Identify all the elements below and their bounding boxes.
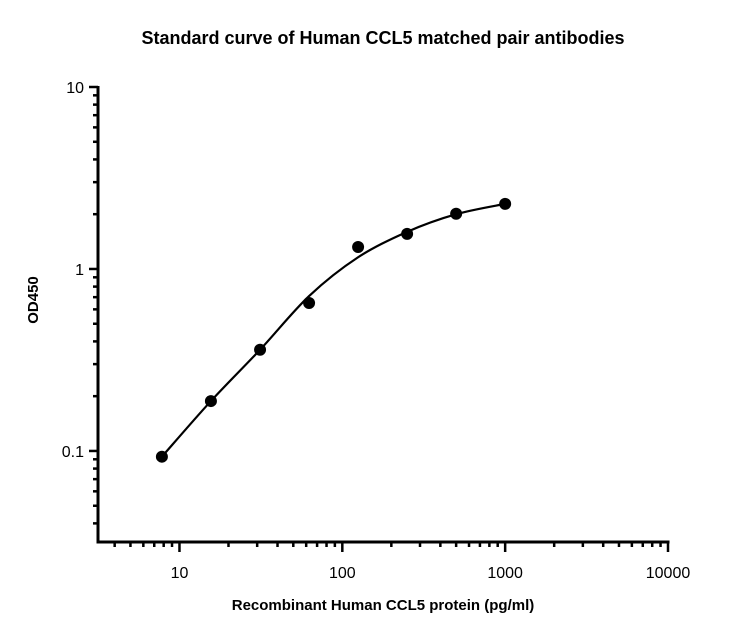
y-tick-label: 0.1: [62, 444, 84, 461]
data-point: [303, 297, 316, 310]
fit-curve: [161, 202, 506, 458]
x-tick-label: 10000: [646, 565, 691, 582]
y-axis-label: OD450: [25, 276, 42, 324]
y-tick-label: 1: [75, 262, 84, 279]
x-tick-label: 1000: [487, 565, 523, 582]
x-tick-label: 10: [171, 565, 189, 582]
x-axis-label: Recombinant Human CCL5 protein (pg/ml): [232, 597, 535, 614]
data-point: [155, 450, 168, 463]
data-point: [401, 227, 414, 240]
data-point: [450, 207, 463, 220]
data-point: [254, 343, 267, 356]
y-tick-label: 10: [66, 80, 84, 97]
x-tick-label: 100: [329, 565, 356, 582]
data-point: [204, 395, 217, 408]
data-point: [352, 241, 365, 254]
chart-title: Standard curve of Human CCL5 matched pai…: [141, 28, 624, 48]
data-point: [499, 197, 512, 210]
